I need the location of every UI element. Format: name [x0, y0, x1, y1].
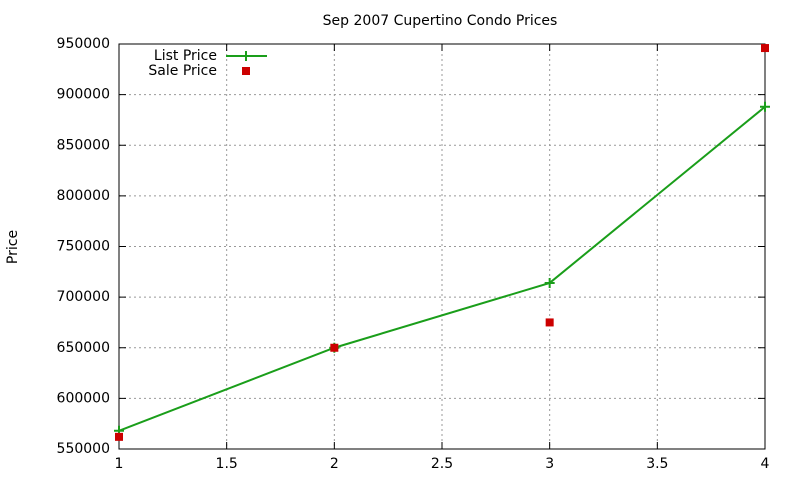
x-tick-label: 3.5 — [646, 456, 668, 472]
legend-label: Sale Price — [148, 63, 217, 79]
point — [330, 343, 339, 352]
y-tick-label: 950000 — [57, 36, 110, 52]
legend-marker — [241, 51, 251, 61]
y-tick-label: 750000 — [57, 239, 110, 255]
y-tick-label: 800000 — [57, 188, 110, 204]
x-tick-label: 2 — [330, 456, 339, 472]
plot-border — [118, 43, 766, 450]
x-tick-label: 3 — [545, 456, 554, 472]
y-tick-label: 650000 — [57, 340, 110, 356]
y-tick-label: 550000 — [57, 441, 110, 457]
x-tick-label: 4 — [761, 456, 770, 472]
y-axis-label: Price — [5, 230, 21, 264]
point — [544, 277, 555, 288]
series-line — [118, 106, 766, 432]
x-tick-label: 1 — [115, 456, 124, 472]
point — [761, 44, 769, 53]
point — [545, 318, 554, 327]
x-tick-label: 1.5 — [216, 456, 238, 472]
x-tick-label: 2.5 — [431, 456, 453, 472]
point — [115, 432, 123, 441]
legend-marker — [242, 67, 250, 75]
y-tick-label: 700000 — [57, 289, 110, 305]
chart-title: Sep 2007 Cupertino Condo Prices — [323, 13, 558, 29]
y-tick-label: 600000 — [57, 390, 110, 406]
y-tick-label: 850000 — [57, 137, 110, 153]
y-tick-label: 900000 — [57, 87, 110, 103]
point — [760, 101, 770, 112]
legend-label: List Price — [154, 48, 217, 64]
